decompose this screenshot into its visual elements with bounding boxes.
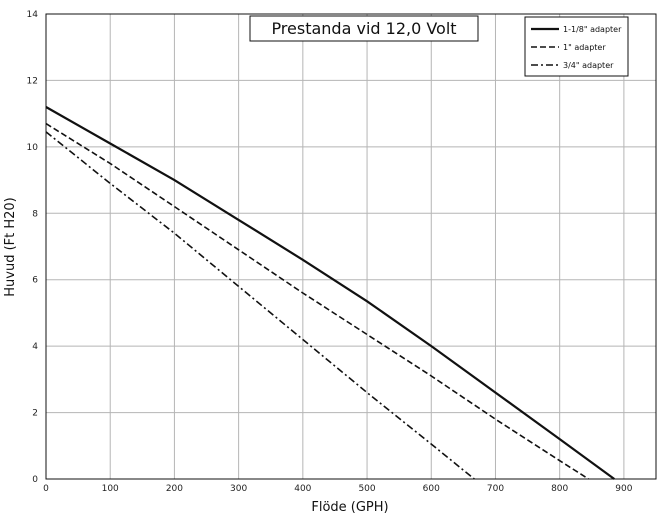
x-tick-label: 300 bbox=[230, 484, 247, 494]
legend-label-0: 1-1/8" adapter bbox=[563, 25, 622, 34]
x-tick-label: 600 bbox=[423, 484, 440, 494]
y-tick-label: 2 bbox=[32, 409, 38, 419]
y-tick-label: 10 bbox=[27, 143, 39, 153]
chart-title: Prestanda vid 12,0 Volt bbox=[271, 19, 456, 38]
x-tick-label: 700 bbox=[487, 484, 504, 494]
y-axis-label: Huvud (Ft H20) bbox=[3, 197, 18, 297]
axis-ticks: 0 100 200 300 400 500 600 700 800 900 0 2 4 6 8 10 12 14 bbox=[27, 10, 633, 494]
title-border bbox=[249, 15, 479, 42]
y-tick-label: 6 bbox=[32, 276, 38, 286]
plot-frame bbox=[45, 13, 657, 480]
x-axis-label: Flöde (GPH) bbox=[311, 500, 388, 515]
x-tick-label: 100 bbox=[102, 484, 119, 494]
y-tick-label: 8 bbox=[32, 209, 38, 219]
series-line-1 bbox=[45, 122, 590, 480]
x-tick-label: 800 bbox=[551, 484, 568, 494]
series-lines bbox=[45, 106, 615, 480]
chart-title-box: Prestanda vid 12,0 Volt bbox=[249, 15, 479, 42]
x-tick-label: 400 bbox=[294, 484, 311, 494]
legend-label-1: 1" adapter bbox=[563, 43, 606, 52]
x-tick-label: 200 bbox=[166, 484, 183, 494]
x-tick-label: 500 bbox=[358, 484, 375, 494]
x-tick-label: 0 bbox=[43, 484, 49, 494]
series-line-0 bbox=[45, 106, 615, 480]
legend: 1-1/8" adapter 1" adapter 3/4" adapter bbox=[524, 16, 629, 77]
series-line-2 bbox=[45, 131, 475, 480]
legend-label-2: 3/4" adapter bbox=[563, 61, 614, 70]
y-tick-label: 0 bbox=[32, 475, 38, 485]
y-tick-label: 12 bbox=[27, 76, 38, 86]
y-tick-label: 14 bbox=[27, 10, 39, 20]
x-tick-label: 900 bbox=[615, 484, 632, 494]
y-tick-label: 4 bbox=[32, 342, 38, 352]
grid bbox=[45, 13, 656, 480]
